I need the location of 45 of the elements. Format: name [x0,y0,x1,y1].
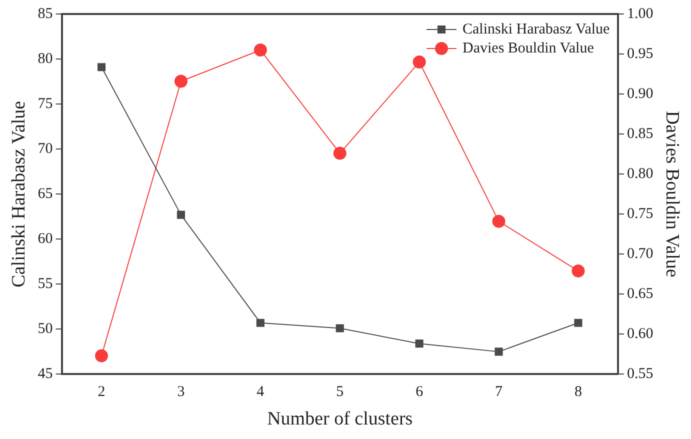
point [174,74,188,88]
x-tick-label: 7 [495,384,504,400]
point [97,63,106,72]
y2-tick-label: 0.65 [626,286,654,302]
point [254,44,267,57]
x-tick-label: 6 [416,384,424,400]
y2-tick-label: 0.60 [626,326,654,342]
x-axis-title: Number of clusters [267,408,413,430]
y-tick-label: 55 [38,276,53,292]
point [176,210,186,219]
x-tick-label: 5 [336,384,344,400]
y-tick-label: 50 [38,321,53,338]
point [412,56,426,69]
y2-tick-label: 0.80 [626,166,654,182]
y-tick-label: 80 [38,50,53,67]
y2-tick-label: 0.90 [626,86,654,102]
y-tick-label: 75 [38,96,53,112]
y2-tick-label: 0.95 [626,46,654,62]
y-tick-label: 70 [38,141,53,158]
point [336,324,344,332]
point [492,214,506,228]
y2-tick-label: 0.85 [626,126,654,142]
x-tick-label: 8 [574,384,582,400]
y-axis-title: Calinski Harabasz Value [8,100,30,288]
y2-axis-title: Davies Bouldin Value [662,110,683,278]
point [494,348,503,356]
point [572,264,585,278]
point [415,340,424,348]
point [95,349,108,362]
y2-tick-label: 0.55 [626,366,654,382]
point [574,318,582,327]
x-tick-label: 2 [98,384,106,400]
y-tick-label: 60 [38,231,53,248]
y-tick-label: 85 [38,6,53,22]
point [333,146,346,160]
y2-tick-label: 0.70 [626,246,654,262]
point [256,318,264,327]
y2-tick-label: 1.00 [626,6,654,22]
y-tick-label: 45 [38,366,53,382]
legend-label: Davies Bouldin Value [462,40,594,56]
y-tick-label: 65 [38,186,53,202]
y2-tick-label: 0.75 [626,206,654,222]
x-tick-label: 3 [177,384,185,400]
x-tick-label: 4 [256,384,265,400]
legend-label: Calinski Harabasz Value [462,21,610,38]
